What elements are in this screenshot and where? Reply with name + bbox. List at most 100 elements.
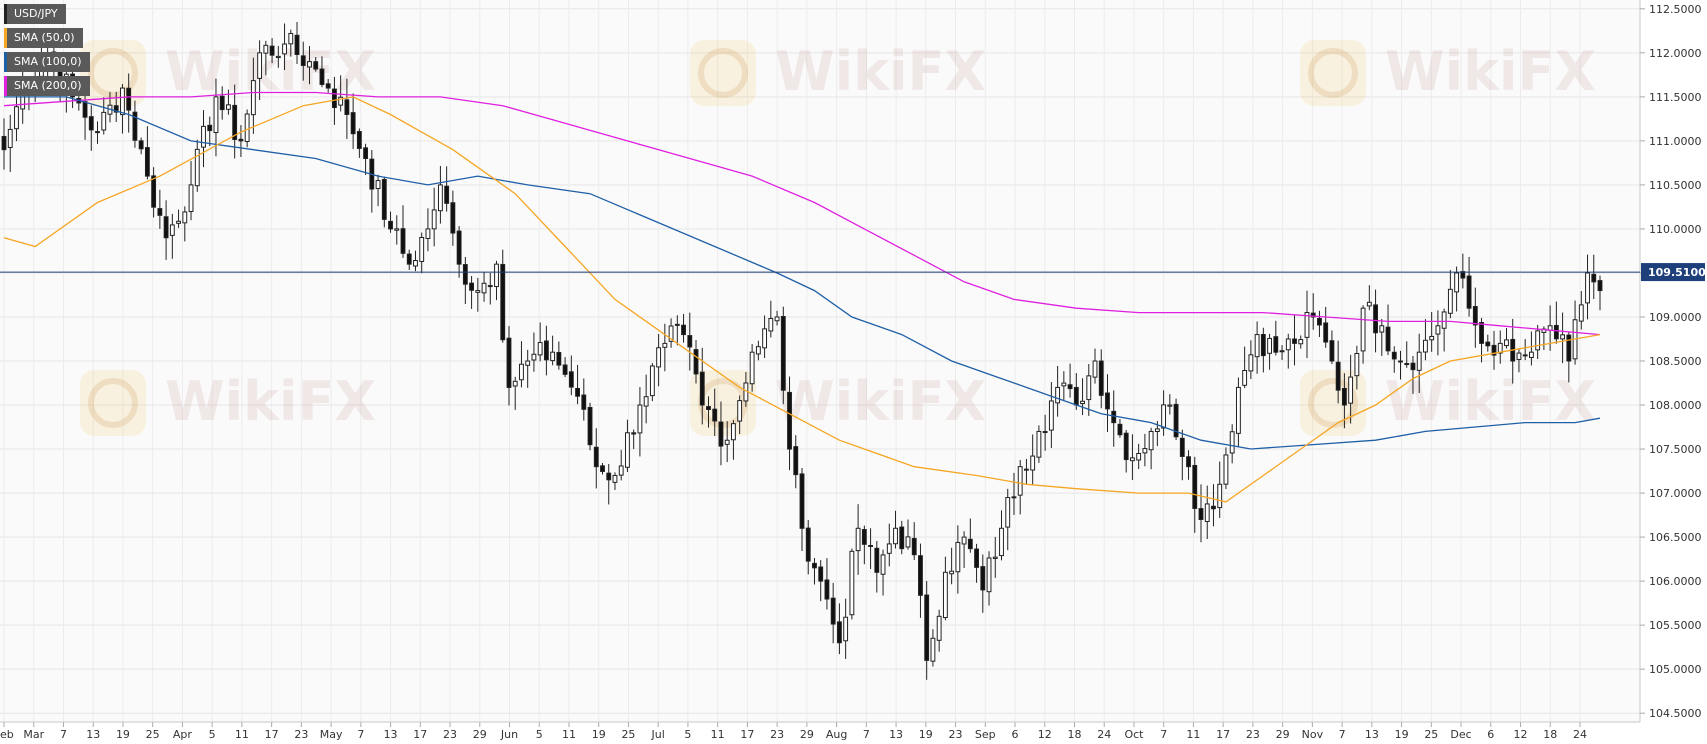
candle-body [1017, 466, 1023, 496]
candle-body [1460, 271, 1466, 279]
candle-body [537, 342, 543, 356]
candle-body [275, 55, 281, 59]
candle-body [512, 380, 518, 387]
candle-body [1105, 392, 1110, 410]
candle-body [1048, 400, 1054, 431]
candle-body [1398, 360, 1403, 363]
candle-body [1148, 430, 1154, 451]
candle-body [244, 113, 250, 142]
candle-body [1435, 325, 1441, 335]
x-tick-label: 23 [949, 728, 963, 741]
legend-item-usdjpy[interactable]: USD/JPY [4, 4, 66, 24]
legend-item-sma100[interactable]: SMA (100,0) [4, 52, 90, 72]
x-tick-label: 29 [473, 728, 487, 741]
candle-body [300, 55, 306, 66]
grid-lines [0, 0, 1640, 722]
candle-body [575, 387, 580, 397]
candle-body [1472, 306, 1478, 326]
candle-body [7, 128, 13, 148]
candle-body [1348, 376, 1354, 404]
x-tick-label: Oct [1124, 728, 1144, 741]
candle-body [1073, 386, 1079, 406]
candle-body [612, 474, 618, 483]
candle-body [1416, 351, 1422, 371]
candle-body [955, 541, 961, 573]
y-tick-label: 105.0000 [1649, 663, 1702, 676]
x-tick-label: 23 [1246, 728, 1260, 741]
x-tick-label: 13 [86, 728, 100, 741]
candle-body [986, 557, 992, 593]
y-tick-label: 112.0000 [1649, 47, 1702, 60]
x-tick-label: 13 [384, 728, 398, 741]
candle-body [774, 316, 780, 322]
candle-body [356, 131, 362, 149]
x-tick-label: Aug [826, 728, 847, 741]
candle-body [706, 406, 711, 411]
candle-body [188, 184, 194, 213]
legend-swatch [4, 52, 7, 72]
watermark-text: WikiFX [1385, 370, 1596, 433]
candle-body [1304, 312, 1310, 338]
candle-body [1441, 311, 1447, 329]
candle-body [1454, 272, 1460, 293]
candle-body [169, 224, 175, 236]
candle-body [494, 263, 499, 288]
candle-body [126, 87, 132, 111]
x-tick-label: 11 [711, 728, 725, 741]
candle-body [818, 566, 824, 582]
candle-body [1466, 275, 1472, 309]
candle-body [1310, 312, 1316, 318]
sma-100-line [4, 96, 1601, 450]
legend-item-sma200[interactable]: SMA (200,0) [4, 76, 90, 96]
candle-body [674, 323, 680, 326]
candle-body [350, 112, 356, 135]
candle-body [780, 316, 786, 391]
candle-body [687, 335, 693, 348]
candle-body [120, 87, 125, 116]
candle-body [238, 138, 244, 142]
candle-body [444, 185, 450, 204]
sma-50-line [3, 96, 1601, 503]
candle-body [1528, 351, 1534, 358]
candle-body [1192, 464, 1198, 509]
y-tick-label: 109.0000 [1649, 311, 1702, 324]
candle-body [999, 527, 1004, 557]
x-tick-label: 18 [1543, 728, 1557, 741]
x-tick-label: 11 [562, 728, 576, 741]
candle-body [1217, 483, 1223, 509]
candle-body [1154, 428, 1160, 432]
candle-body [1385, 326, 1391, 352]
candle-body [1260, 333, 1266, 357]
candle-body [1279, 350, 1285, 353]
x-tick-label: 23 [443, 728, 457, 741]
candle-body [257, 52, 263, 79]
y-tick-label: 108.0000 [1649, 399, 1702, 412]
legend-swatch [4, 28, 7, 48]
legend-item-sma50[interactable]: SMA (50,0) [4, 28, 83, 48]
y-tick-label: 110.0000 [1649, 223, 1702, 236]
x-tick-label: 5 [209, 728, 216, 741]
x-tick-label: 29 [800, 728, 814, 741]
candle-body [400, 228, 406, 254]
candle-body [1485, 341, 1491, 347]
candle-body [730, 423, 736, 441]
x-tick-label: 23 [294, 728, 308, 741]
candle-body [282, 43, 287, 55]
y-tick-label: 107.0000 [1649, 487, 1702, 500]
x-tick-label: 29 [1276, 728, 1290, 741]
current-price-line: 109.5100 [0, 263, 1706, 282]
candle-body [1111, 410, 1117, 424]
x-tick-label: Mar [23, 728, 44, 741]
candle-body [861, 529, 867, 545]
candle-body [1030, 455, 1036, 471]
candle-body [1098, 360, 1104, 396]
candle-body [587, 406, 593, 446]
watermark-logo-ring [1308, 378, 1358, 428]
candle-body [637, 404, 643, 434]
candle-body [1036, 430, 1042, 458]
candle-body [562, 364, 568, 375]
candle-body [1410, 362, 1416, 371]
candle-body [1423, 339, 1428, 353]
x-tick-label: 17 [413, 728, 427, 741]
